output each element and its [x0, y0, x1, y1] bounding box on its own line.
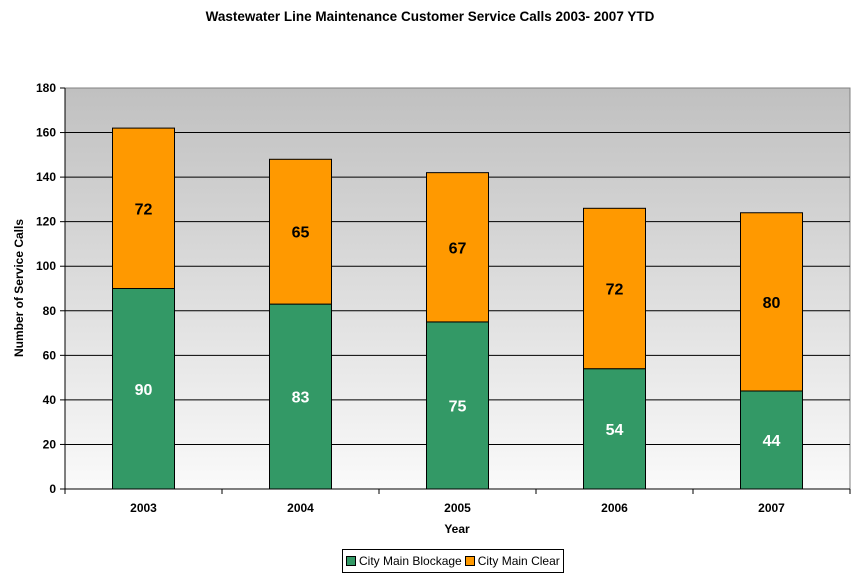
- data-label: 75: [449, 398, 467, 415]
- legend-item-city-main-blockage: City Main Blockage: [346, 554, 462, 568]
- bar-segment: [583, 207, 646, 370]
- bar-segment: [740, 390, 803, 490]
- x-axis-label: Year: [444, 522, 470, 536]
- y-tick-label: 140: [36, 170, 56, 184]
- data-label: 44: [763, 433, 781, 450]
- bar-segment: [112, 288, 175, 490]
- legend: City Main Blockage City Main Clear: [342, 549, 564, 573]
- y-tick-label: 180: [36, 81, 56, 95]
- y-axis-label: Number of Service Calls: [12, 219, 26, 357]
- y-tick-label: 0: [49, 482, 56, 496]
- data-label: 90: [135, 382, 153, 399]
- y-tick-label: 80: [43, 304, 57, 318]
- y-tick-label: 120: [36, 215, 56, 229]
- x-tick-label: 2006: [601, 501, 628, 515]
- bar-segment: [426, 321, 489, 490]
- legend-item-city-main-clear: City Main Clear: [464, 554, 560, 568]
- y-tick-label: 40: [43, 393, 57, 407]
- bar-segment: [740, 212, 803, 392]
- legend-label: City Main Blockage: [359, 554, 462, 568]
- bar-segment: [112, 127, 175, 289]
- y-tick-label: 60: [43, 348, 57, 362]
- data-label: 72: [135, 201, 153, 218]
- data-label: 72: [606, 282, 624, 299]
- y-tick-label: 20: [43, 437, 57, 451]
- chart-title: Wastewater Line Maintenance Customer Ser…: [205, 9, 655, 24]
- bar-segment: [269, 158, 332, 305]
- data-label: 65: [292, 225, 310, 242]
- bar-segment: [269, 303, 332, 490]
- bar-segment: [583, 368, 646, 490]
- legend-label: City Main Clear: [477, 554, 560, 568]
- data-label: 54: [606, 422, 624, 439]
- x-tick-label: 2007: [758, 501, 785, 515]
- x-tick-label: 2004: [287, 501, 314, 515]
- data-label: 67: [449, 240, 467, 257]
- y-tick-label: 160: [36, 126, 56, 140]
- bar-segment: [426, 172, 489, 323]
- x-tick-label: 2003: [130, 501, 157, 515]
- legend-swatch: [346, 556, 356, 566]
- y-tick-label: 100: [36, 259, 56, 273]
- data-label: 80: [763, 295, 781, 312]
- data-label: 83: [292, 390, 310, 407]
- x-tick-label: 2005: [444, 501, 471, 515]
- legend-swatch: [464, 556, 475, 566]
